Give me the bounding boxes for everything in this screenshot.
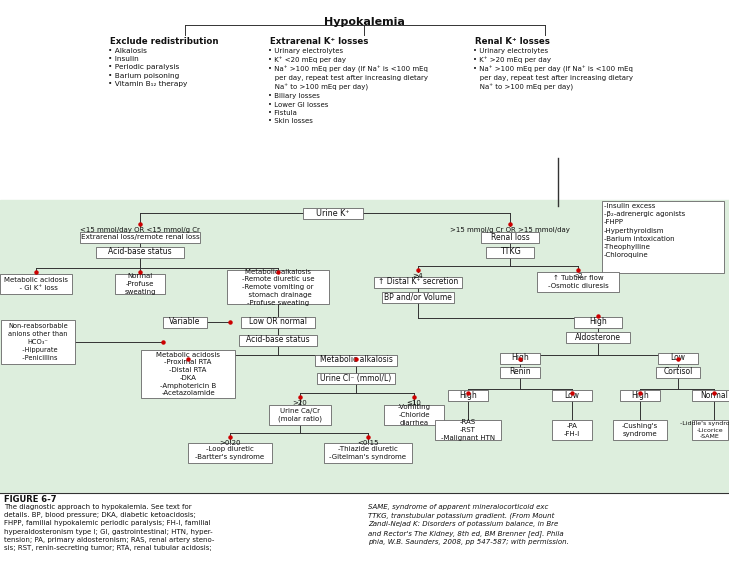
- Text: Normal: Normal: [700, 391, 728, 399]
- Text: Normal
-Profuse
sweating: Normal -Profuse sweating: [124, 273, 156, 295]
- Text: Low OR normal: Low OR normal: [249, 317, 307, 327]
- Text: <15 mmol/day OR <15 mmol/g Cr: <15 mmol/day OR <15 mmol/g Cr: [80, 227, 200, 233]
- FancyBboxPatch shape: [374, 276, 462, 287]
- FancyBboxPatch shape: [303, 208, 363, 219]
- Text: ↑ Tubular flow
-Osmotic diuresis: ↑ Tubular flow -Osmotic diuresis: [547, 275, 609, 289]
- Text: Metabolic acidosis
  - GI K⁺ loss: Metabolic acidosis - GI K⁺ loss: [4, 277, 68, 291]
- Text: Urine K⁺: Urine K⁺: [316, 208, 350, 218]
- Bar: [0, 493, 729, 577]
- FancyBboxPatch shape: [500, 353, 540, 364]
- FancyBboxPatch shape: [552, 420, 592, 440]
- FancyBboxPatch shape: [115, 274, 165, 294]
- FancyBboxPatch shape: [566, 332, 630, 343]
- Text: • Alkalosis
• Insulin
• Periodic paralysis
• Barium poisoning
• Vitamin B₁₂ ther: • Alkalosis • Insulin • Periodic paralys…: [108, 48, 187, 87]
- FancyBboxPatch shape: [227, 270, 329, 304]
- Text: The diagnostic approach to hypokalemia. See text for
details. BP, blood pressure: The diagnostic approach to hypokalemia. …: [4, 504, 214, 551]
- FancyBboxPatch shape: [241, 317, 315, 328]
- FancyBboxPatch shape: [141, 350, 235, 398]
- Text: Urine Ca/Cr
(molar ratio): Urine Ca/Cr (molar ratio): [278, 408, 322, 422]
- Text: <2: <2: [572, 273, 583, 279]
- Text: >0.20: >0.20: [219, 440, 241, 446]
- Text: ≤10: ≤10: [407, 400, 421, 406]
- Text: Metabolic acidosis
-Proximal RTA
-Distal RTA
-DKA
-Amphotericin B
-Acetazolamide: Metabolic acidosis -Proximal RTA -Distal…: [156, 351, 220, 396]
- Text: >15 mmol/g Cr OR >15 mmol/day: >15 mmol/g Cr OR >15 mmol/day: [450, 227, 570, 233]
- FancyBboxPatch shape: [692, 389, 729, 400]
- Text: • Urinary electrolytes
• K⁺ >20 mEq per day
• Na⁺ >100 mEq per day (If Na⁺ is <1: • Urinary electrolytes • K⁺ >20 mEq per …: [473, 48, 633, 91]
- Text: Urine Cl⁻ (mmol/L): Urine Cl⁻ (mmol/L): [320, 373, 391, 383]
- Text: Variable: Variable: [169, 317, 200, 327]
- Text: -RAS
-RST
-Malignant HTN: -RAS -RST -Malignant HTN: [441, 419, 495, 441]
- Text: -Vomiting
-Chloride
diarrhea: -Vomiting -Chloride diarrhea: [397, 404, 431, 426]
- Text: Extrarenal K⁺ losses: Extrarenal K⁺ losses: [270, 37, 368, 46]
- FancyBboxPatch shape: [692, 420, 728, 440]
- Text: >20: >20: [292, 400, 308, 406]
- FancyBboxPatch shape: [537, 272, 619, 292]
- Text: -Cushing's
syndrome: -Cushing's syndrome: [622, 423, 658, 437]
- Text: Acid-base status: Acid-base status: [108, 248, 172, 257]
- FancyBboxPatch shape: [552, 389, 592, 400]
- Text: Non-reabsorbable
anions other than
HCO₃⁻
  -Hippurate
  -Penicillins: Non-reabsorbable anions other than HCO₃⁻…: [8, 324, 68, 361]
- Text: -PA
-FH-I: -PA -FH-I: [564, 423, 580, 437]
- Text: SAME, syndrome of apparent mineralocorticoid exc
TTKG, transtubular potassium gr: SAME, syndrome of apparent mineralocorti…: [368, 504, 569, 545]
- Text: Acid-base status: Acid-base status: [246, 335, 310, 344]
- Text: Low: Low: [564, 391, 580, 399]
- FancyBboxPatch shape: [613, 420, 667, 440]
- Text: -Loop diuretic
-Bartter's syndrome: -Loop diuretic -Bartter's syndrome: [195, 446, 265, 460]
- FancyBboxPatch shape: [382, 291, 454, 302]
- Text: Metabolic alkalosis: Metabolic alkalosis: [319, 355, 392, 365]
- FancyBboxPatch shape: [656, 366, 700, 377]
- FancyBboxPatch shape: [324, 443, 412, 463]
- FancyBboxPatch shape: [500, 366, 540, 377]
- Text: Hypokalemia: Hypokalemia: [324, 17, 405, 27]
- FancyBboxPatch shape: [486, 246, 534, 257]
- FancyBboxPatch shape: [96, 246, 184, 257]
- Text: <0.15: <0.15: [357, 440, 379, 446]
- Text: ≥4: ≥4: [413, 273, 424, 279]
- FancyBboxPatch shape: [188, 443, 272, 463]
- FancyBboxPatch shape: [574, 317, 622, 328]
- Text: High: High: [511, 354, 529, 362]
- Text: -Liddle's syndrome
-Licorice
-SAME: -Liddle's syndrome -Licorice -SAME: [680, 421, 729, 439]
- Text: High: High: [631, 391, 649, 399]
- FancyBboxPatch shape: [435, 420, 501, 440]
- Bar: [0, 0, 729, 200]
- Text: Renal loss: Renal loss: [491, 233, 529, 242]
- FancyBboxPatch shape: [163, 317, 207, 328]
- Text: High: High: [459, 391, 477, 399]
- Text: Low: Low: [671, 354, 685, 362]
- FancyBboxPatch shape: [317, 373, 395, 384]
- Text: Exclude redistribution: Exclude redistribution: [110, 37, 219, 46]
- FancyBboxPatch shape: [315, 354, 397, 365]
- FancyBboxPatch shape: [239, 335, 317, 346]
- Bar: [0, 200, 729, 493]
- FancyBboxPatch shape: [658, 353, 698, 364]
- Text: Cortisol: Cortisol: [663, 368, 693, 377]
- FancyBboxPatch shape: [1, 320, 75, 364]
- FancyBboxPatch shape: [80, 231, 200, 242]
- Text: Renin: Renin: [509, 368, 531, 377]
- Text: FIGURE 6-7: FIGURE 6-7: [4, 495, 57, 504]
- FancyBboxPatch shape: [0, 274, 72, 294]
- Text: Aldosterone: Aldosterone: [575, 332, 621, 342]
- Text: TTKG: TTKG: [499, 248, 521, 257]
- FancyBboxPatch shape: [620, 389, 660, 400]
- Text: High: High: [589, 317, 607, 327]
- Text: -Insulin excess
-β₂-adrenergic agonists
-FHPP
-Hyperthyroidism
-Barium intoxicat: -Insulin excess -β₂-adrenergic agonists …: [604, 203, 685, 258]
- Text: Renal K⁺ losses: Renal K⁺ losses: [475, 37, 550, 46]
- Text: -Thiazide diuretic
-Gitelman's syndrome: -Thiazide diuretic -Gitelman's syndrome: [330, 446, 407, 460]
- Text: BP and/or Volume: BP and/or Volume: [384, 293, 452, 302]
- Text: Metabolic alkalosis
-Remote diuretic use
-Remote vomiting or
  stomach drainage
: Metabolic alkalosis -Remote diuretic use…: [242, 268, 314, 305]
- FancyBboxPatch shape: [269, 405, 331, 425]
- Text: ↑ Distal K⁺ secretion: ↑ Distal K⁺ secretion: [378, 278, 458, 287]
- Text: • Urinary electrolytes
• K⁺ <20 mEq per day
• Na⁺ >100 mEq per day (If Na⁺ is <1: • Urinary electrolytes • K⁺ <20 mEq per …: [268, 48, 428, 124]
- FancyBboxPatch shape: [384, 405, 444, 425]
- FancyBboxPatch shape: [448, 389, 488, 400]
- FancyBboxPatch shape: [602, 201, 724, 273]
- FancyBboxPatch shape: [481, 231, 539, 242]
- Text: Extrarenal loss/remote renal loss: Extrarenal loss/remote renal loss: [81, 234, 199, 240]
